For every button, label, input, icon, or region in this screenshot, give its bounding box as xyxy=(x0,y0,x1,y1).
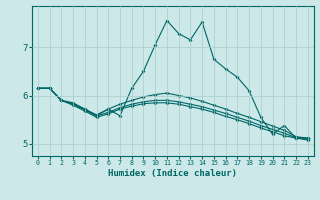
X-axis label: Humidex (Indice chaleur): Humidex (Indice chaleur) xyxy=(108,169,237,178)
